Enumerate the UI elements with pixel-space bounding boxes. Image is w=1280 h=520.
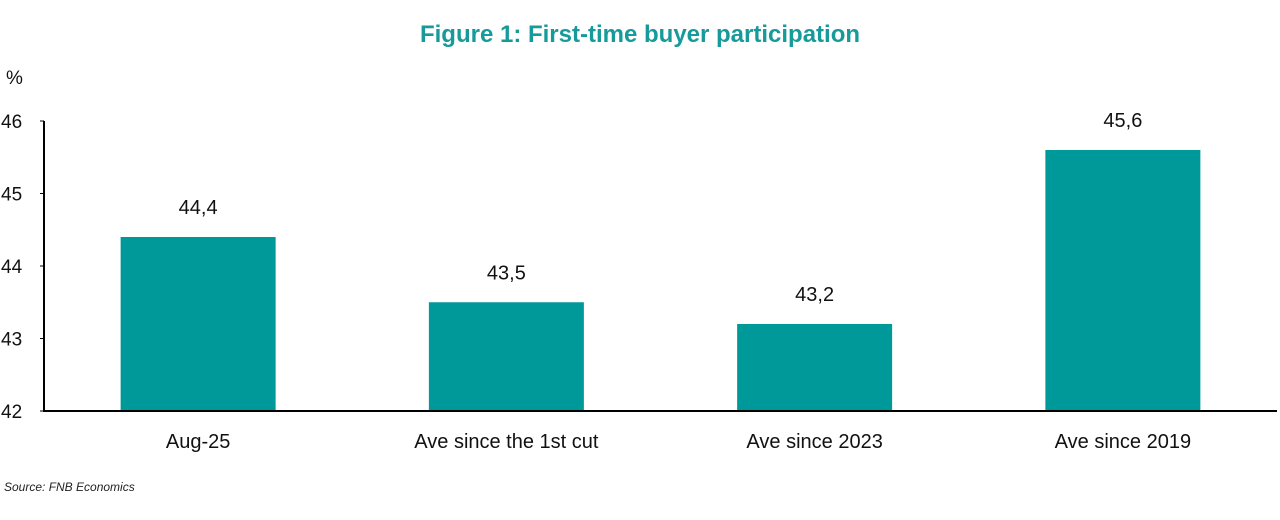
bar	[428, 302, 584, 411]
value-labels: 44,4 43,5 43,2 45,6	[179, 110, 1143, 306]
x-tick-label: Ave since 2019	[1055, 431, 1191, 453]
bar	[120, 237, 276, 411]
chart-title: Figure 1: First-time buyer participation	[420, 21, 860, 48]
y-axis-unit: %	[6, 68, 23, 89]
y-tick-label: 43	[1, 330, 22, 351]
data-label: 43,2	[795, 284, 834, 306]
x-tick-label: Ave since 2023	[746, 431, 882, 453]
data-label: 44,4	[179, 197, 218, 219]
y-tick-label: 46	[1, 112, 22, 133]
y-tick-label: 42	[1, 402, 22, 423]
x-axis-labels: Aug-25 Ave since the 1st cut Ave since 202…	[166, 431, 1191, 453]
source-note: Source: FNB Economics	[4, 480, 135, 494]
bars	[120, 150, 1201, 411]
y-tick-label: 45	[1, 185, 22, 206]
bar	[1045, 150, 1201, 411]
x-tick-label: Aug-25	[166, 431, 231, 453]
y-tick-label: 44	[1, 257, 23, 278]
data-label: 43,5	[487, 262, 526, 284]
y-axis-ticks: 42 43 44 45 46	[1, 112, 44, 423]
x-tick-label: Ave since the 1st cut	[414, 431, 599, 453]
bar	[737, 324, 893, 411]
data-label: 45,6	[1103, 110, 1142, 132]
